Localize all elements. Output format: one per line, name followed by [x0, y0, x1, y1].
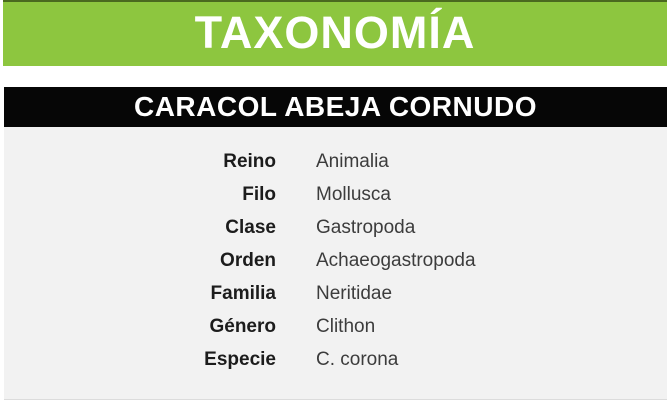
- taxonomy-row: Filo Mollusca: [4, 178, 667, 211]
- taxonomy-rank-label: Clase: [225, 217, 276, 238]
- species-title: CARACOL ABEJA CORNUDO: [133, 91, 538, 122]
- species-title-bar: CARACOL ABEJA CORNUDO: [4, 87, 667, 127]
- taxonomy-rank-label: Familia: [210, 283, 276, 304]
- taxonomy-panel: Reino Animalia Filo Mollusca Clase Gastr…: [4, 127, 667, 400]
- taxonomy-rank-value: C. corona: [316, 349, 399, 370]
- taxonomy-row: Orden Achaeogastropoda: [4, 244, 667, 277]
- taxonomy-rank-label: Filo: [242, 184, 276, 205]
- taxonomy-rank-value: Animalia: [316, 151, 389, 172]
- taxonomy-row: Clase Gastropoda: [4, 211, 667, 244]
- taxonomy-rank-value: Mollusca: [316, 184, 391, 205]
- taxonomy-row: Género Clithon: [4, 310, 667, 343]
- page-title: TAXONOMÍA: [194, 7, 476, 58]
- taxonomy-rank-value: Achaeogastropoda: [316, 250, 476, 271]
- taxonomy-rank-value: Clithon: [316, 316, 376, 337]
- taxonomy-rank-value: Neritidae: [316, 283, 393, 304]
- taxonomy-row: Reino Animalia: [4, 145, 667, 178]
- taxonomy-row: Familia Neritidae: [4, 277, 667, 310]
- taxonomy-rank-label: Especie: [204, 349, 276, 370]
- taxonomy-table: Reino Animalia Filo Mollusca Clase Gastr…: [4, 127, 667, 376]
- taxonomy-header-bar: TAXONOMÍA: [3, 0, 667, 66]
- taxonomy-row: Especie C. corona: [4, 343, 667, 376]
- taxonomy-rank-label: Orden: [220, 250, 276, 271]
- taxonomy-rank-label: Género: [209, 316, 276, 337]
- taxonomy-rank-label: Reino: [223, 151, 276, 172]
- taxonomy-rank-value: Gastropoda: [316, 217, 416, 238]
